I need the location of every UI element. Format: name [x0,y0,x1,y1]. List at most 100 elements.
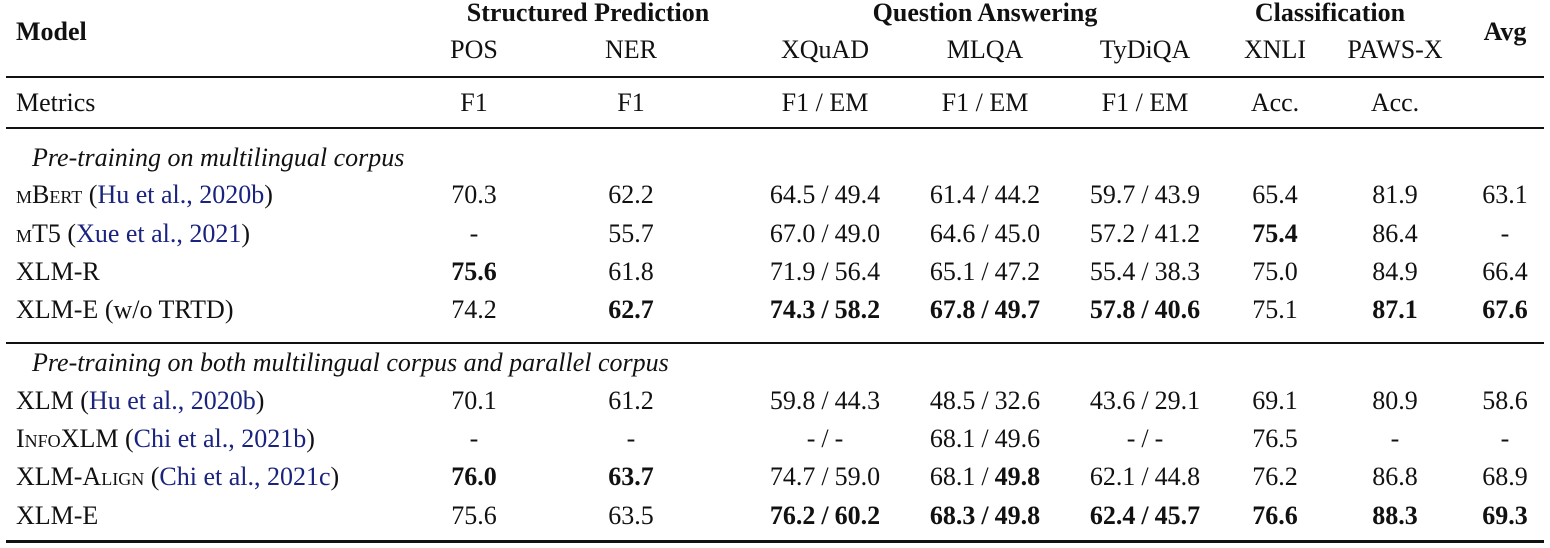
cell: 61.8 [608,257,654,287]
separator: / [981,295,989,324]
value: 44.2 [994,180,1041,209]
value: - [1126,424,1136,453]
value: 32.6 [994,386,1041,415]
rule [6,76,1544,78]
cell: 65.1/47.2 [930,257,1040,287]
cell: - [470,219,479,249]
cell: - [1501,424,1510,454]
separator: / [981,501,989,530]
cell: 58.6 [1482,386,1528,416]
value: 56.4 [834,257,881,286]
value: 80.9 [1372,386,1418,415]
citation: (Chi et al., 2021b) [124,424,315,453]
value: 43.9 [1154,180,1201,209]
value: 61.4 [929,180,976,209]
cell: 68.3/49.8 [930,501,1040,531]
model-name: XLM-E [16,501,99,530]
value: 74.2 [451,295,497,324]
separator: / [821,501,829,530]
value: 49.0 [834,219,881,248]
cell: 43.6/29.1 [1090,386,1200,416]
cell: 67.6 [1482,295,1528,325]
value: 68.9 [1482,462,1528,491]
cell: 62.1/44.8 [1090,462,1200,492]
value: 58.2 [834,295,881,324]
header-group: Question Answering [872,0,1098,27]
value: 74.7 [769,462,816,491]
separator: / [1141,501,1149,530]
value: 38.3 [1154,257,1201,286]
value: 59.7 [1089,180,1136,209]
separator: / [821,180,829,209]
cell: 61.4/44.2 [930,180,1040,210]
cell: 74.3/58.2 [770,295,880,325]
cell: 70.1 [451,386,497,416]
header-group: Structured Prediction [466,0,710,27]
cell: 67.0/49.0 [770,219,880,249]
model-name: XLM-E [16,295,99,324]
model: InfoXLM (Chi et al., 2021b) [16,424,315,454]
cell: - / - [1127,424,1164,454]
cell: 62.4/45.7 [1090,501,1200,531]
metric: F1 / EM [941,88,1029,117]
separator: / [821,386,829,415]
cell: - [1501,219,1510,249]
header-column: MLQA [946,35,1024,64]
value: 71.9 [769,257,816,286]
cell: 65.4 [1252,180,1298,210]
value: 68.1 [929,424,976,453]
value: 57.8 [1089,295,1136,324]
model: XLM-E [16,501,98,531]
cell: 76.2 [1252,462,1298,492]
model: mT5 (Xue et al., 2021) [16,219,250,249]
value: 75.0 [1252,257,1298,286]
cell: 84.9 [1372,257,1418,287]
separator: / [1141,219,1149,248]
cell: 75.6 [451,257,497,287]
value: 84.9 [1372,257,1418,286]
model-name: XLM-Align [16,462,145,491]
citation: (Hu et al., 2020b) [80,386,265,415]
separator: / [981,424,989,453]
cell: 80.9 [1372,386,1418,416]
cell: 62.2 [608,180,654,210]
separator: / [981,462,989,491]
cell: 75.6 [451,501,497,531]
separator: / [1141,424,1149,453]
cell: - / - [807,424,844,454]
value: 75.6 [451,501,497,530]
cell: 76.2/60.2 [770,501,880,531]
value: 47.2 [994,257,1041,286]
cell: 57.2/41.2 [1090,219,1200,249]
value: 67.6 [1482,295,1528,324]
model: XLM-Align (Chi et al., 2021c) [16,462,339,492]
separator: / [1141,386,1149,415]
value: 49.8 [994,462,1041,491]
cell: 87.1 [1372,295,1418,325]
value: 75.4 [1252,219,1298,248]
value: 48.5 [929,386,976,415]
value: 59.0 [834,462,881,491]
cell: 74.7/59.0 [770,462,880,492]
model-name: InfoXLM [16,424,119,453]
metric: Acc. [1250,88,1300,117]
value: 76.6 [1252,501,1298,530]
cell: 75.0 [1252,257,1298,287]
rule [6,127,1544,129]
separator: / [981,257,989,286]
value: 68.3 [929,501,976,530]
separator: / [821,424,829,453]
cell: 81.9 [1372,180,1418,210]
value: 49.8 [994,501,1041,530]
header-avg: Avg [1483,17,1527,46]
value: - [806,424,816,453]
value: 76.2 [1252,462,1298,491]
value: 62.1 [1089,462,1136,491]
value: 41.2 [1154,219,1201,248]
cell: - [470,424,479,454]
cell: 67.8/49.7 [930,295,1040,325]
value: - [469,424,479,453]
cell: - [627,424,636,454]
metric: F1 [460,88,488,117]
value: 65.4 [1252,180,1298,209]
